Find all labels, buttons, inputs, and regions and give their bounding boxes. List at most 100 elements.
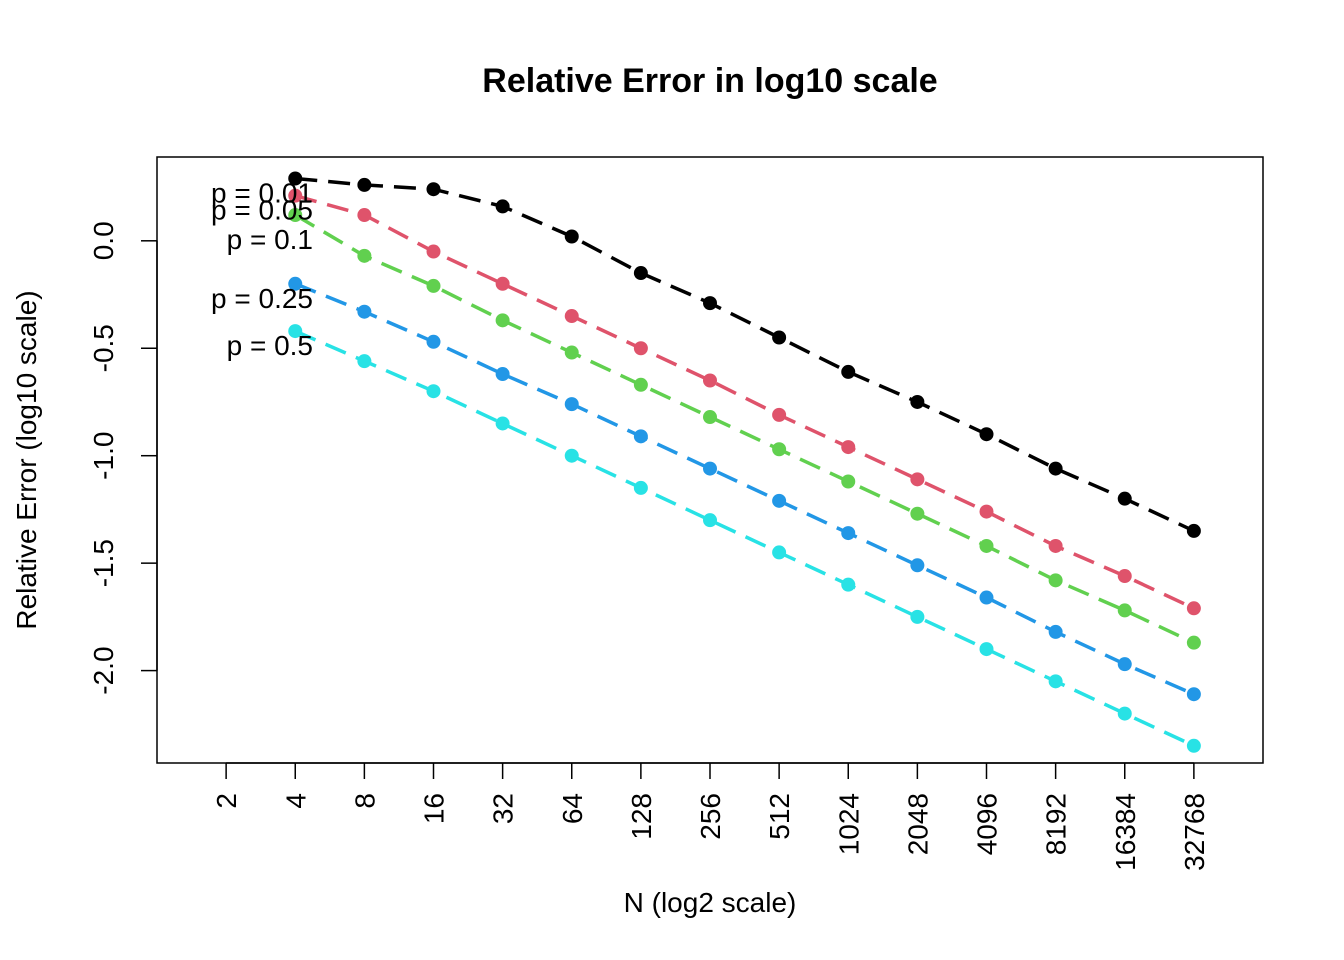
data-point xyxy=(1186,523,1201,538)
data-point xyxy=(357,248,372,263)
data-point xyxy=(703,461,717,476)
data-point xyxy=(426,182,441,197)
data-point xyxy=(495,276,510,291)
data-point xyxy=(979,642,994,657)
data-point xyxy=(495,313,510,328)
plot-frame xyxy=(156,156,1264,764)
data-point xyxy=(357,304,372,319)
y-tick-label: -1.0 xyxy=(88,432,119,480)
data-point xyxy=(357,177,372,192)
y-tick-label: -2.0 xyxy=(88,646,119,694)
x-tick-label: 4 xyxy=(280,793,311,809)
data-point xyxy=(1048,538,1063,553)
data-point xyxy=(1117,569,1132,584)
data-point xyxy=(288,276,303,291)
data-point xyxy=(1186,687,1201,702)
data-point xyxy=(979,504,994,519)
data-point xyxy=(772,407,787,422)
data-point xyxy=(495,416,510,431)
series-line xyxy=(294,194,1195,610)
data-point xyxy=(495,367,510,382)
series-4 xyxy=(288,276,1201,702)
data-point xyxy=(564,229,579,244)
series-labels: p = 0.01p = 0.05p = 0.1 p = 0.25 p = 0.5 xyxy=(211,177,313,361)
x-tick-label: 16384 xyxy=(1110,793,1141,871)
series-2 xyxy=(288,188,1201,616)
series-1 xyxy=(288,171,1201,538)
x-tick-label: 1024 xyxy=(833,793,864,855)
series-label: p = 0.01 xyxy=(211,177,313,208)
x-tick-label: 4096 xyxy=(972,793,1003,855)
x-tick-label: 16 xyxy=(419,793,450,824)
data-point xyxy=(910,394,925,409)
data-point xyxy=(703,513,717,528)
data-point xyxy=(979,590,994,605)
data-point xyxy=(633,341,648,356)
data-point xyxy=(841,577,856,592)
data-point xyxy=(841,474,856,489)
x-tick-label: 8192 xyxy=(1041,793,1072,855)
data-point xyxy=(1048,461,1063,476)
data-point xyxy=(1186,635,1201,650)
data-point xyxy=(288,208,303,223)
data-point xyxy=(357,208,372,223)
chart-title: Relative Error in log10 scale xyxy=(482,62,937,100)
x-tick-label: 32768 xyxy=(1179,793,1210,871)
data-point xyxy=(910,472,925,487)
series-label: p = 0.1 xyxy=(227,224,313,255)
data-point xyxy=(633,377,648,392)
data-point xyxy=(426,384,441,399)
data-point xyxy=(288,324,303,339)
data-point xyxy=(772,330,787,345)
series-label: p = 0.05 xyxy=(211,195,313,226)
x-tick-label: 2 xyxy=(211,793,242,809)
x-tick-label: 64 xyxy=(557,793,588,824)
series-line xyxy=(295,176,1195,533)
x-tick-label: 128 xyxy=(626,793,657,840)
data-point xyxy=(633,480,648,495)
data-point xyxy=(979,427,994,442)
x-tick-label: 512 xyxy=(764,793,795,840)
data-point xyxy=(288,171,303,186)
series-layer xyxy=(288,171,1201,753)
data-point xyxy=(426,278,441,293)
data-point xyxy=(1048,624,1063,639)
data-point xyxy=(703,373,717,388)
data-point xyxy=(633,266,648,281)
series-label: p = 0.25 xyxy=(211,283,313,314)
data-point xyxy=(1186,738,1201,753)
y-tick-label: 0.0 xyxy=(88,221,119,260)
series-5 xyxy=(288,324,1201,753)
series-label: p = 0.5 xyxy=(227,330,313,361)
data-point xyxy=(1048,674,1063,689)
x-tick-label: 256 xyxy=(695,793,726,840)
data-point xyxy=(357,354,372,369)
data-point xyxy=(703,410,717,425)
data-point xyxy=(495,199,510,214)
data-point xyxy=(772,493,787,508)
data-point xyxy=(288,188,303,203)
data-point xyxy=(772,545,787,560)
y-tick-label: -0.5 xyxy=(88,324,119,372)
data-point xyxy=(910,558,925,573)
data-point xyxy=(772,442,787,457)
data-point xyxy=(426,334,441,349)
x-tick-label: 32 xyxy=(488,793,519,824)
data-point xyxy=(1048,573,1063,588)
data-point xyxy=(426,244,441,259)
data-point xyxy=(564,309,579,324)
data-point xyxy=(841,526,856,541)
data-point xyxy=(910,506,925,521)
x-tick-label: 8 xyxy=(349,793,380,809)
data-point xyxy=(633,429,648,444)
data-point xyxy=(703,296,717,311)
series-3 xyxy=(288,208,1201,650)
x-axis: 2 4 8 16 32 64 128 256 512 1024 2048 4096 8192 16384 3… xyxy=(211,762,1210,871)
y-axis-label: Relative Error (log10 scale) xyxy=(11,290,42,629)
data-point xyxy=(910,609,925,624)
data-point xyxy=(1117,491,1132,506)
data-point xyxy=(1117,657,1132,672)
data-point xyxy=(564,345,579,360)
x-tick-label: 2048 xyxy=(902,793,933,855)
